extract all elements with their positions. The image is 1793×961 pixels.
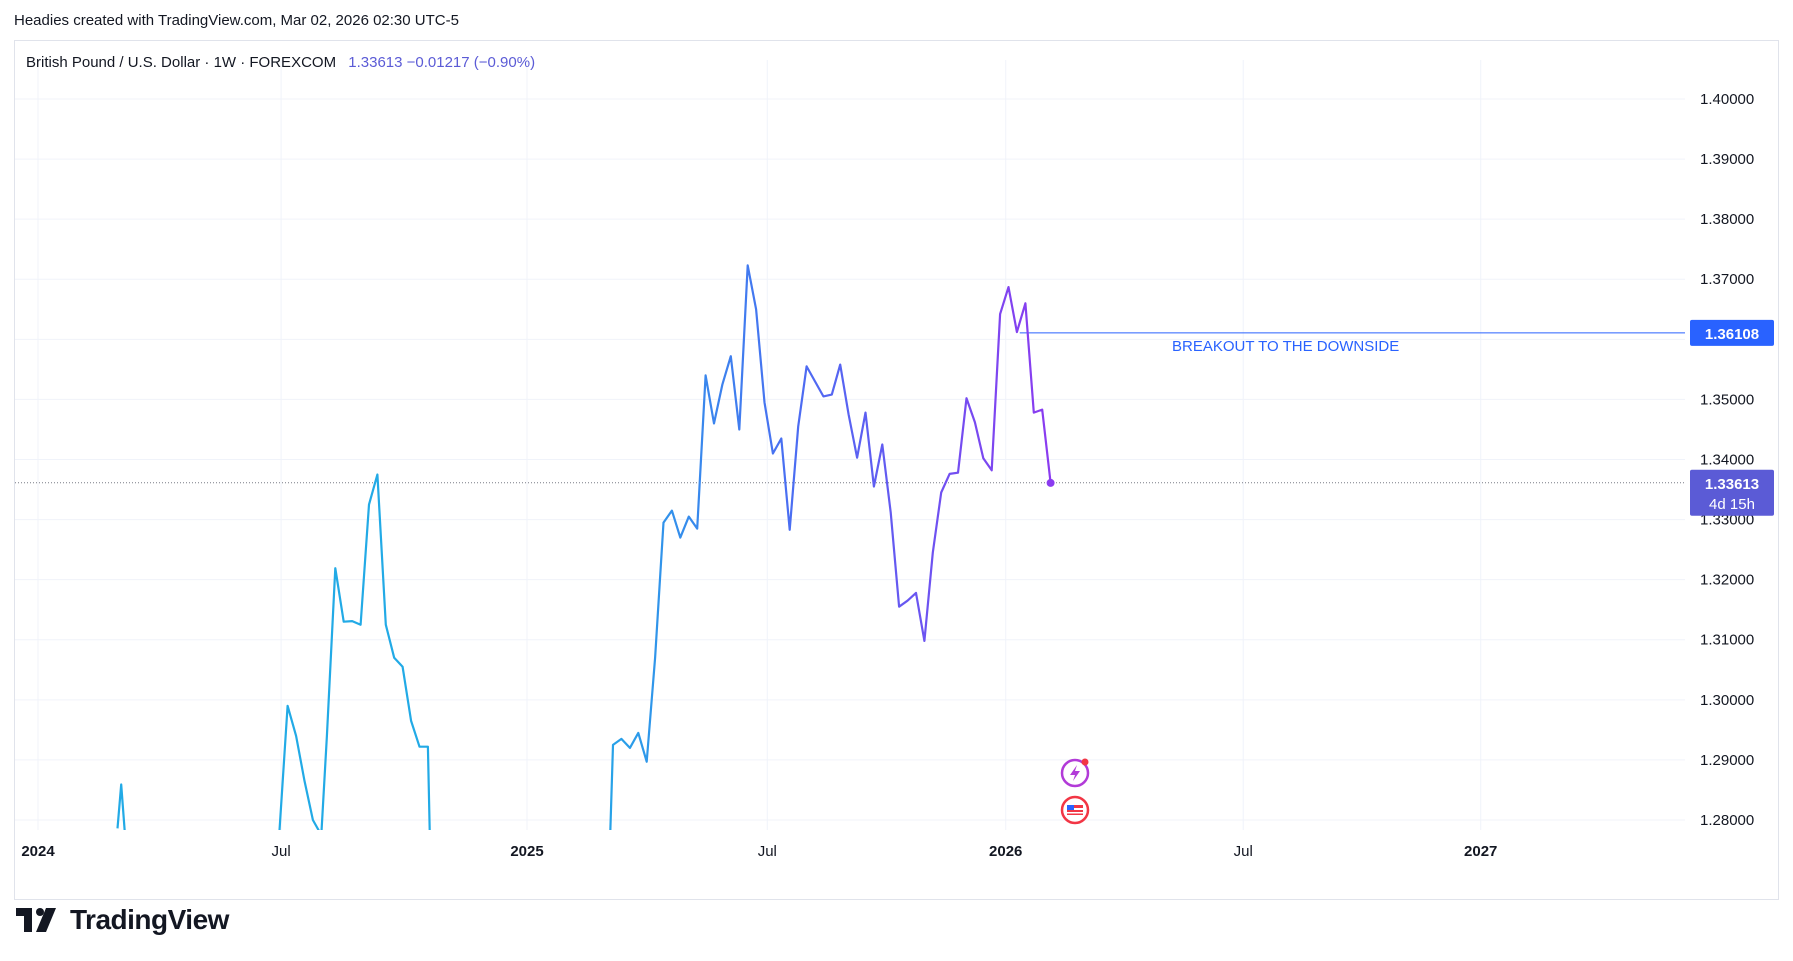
series-layer [116,264,1055,835]
breakout-annotation[interactable]: BREAKOUT TO THE DOWNSIDE [1172,338,1399,355]
x-tick-label: 2027 [1464,843,1497,860]
x-tick-label: Jul [758,843,777,860]
x-tick-label: Jul [272,843,291,860]
x-tick-label: 2025 [510,843,543,860]
level-price-tag [1690,319,1774,346]
tradingview-logo-icon [16,908,56,932]
y-tick-label: 1.28000 [1700,812,1754,829]
bar-countdown-text: 4d 15h [1709,496,1755,513]
grid [15,60,1685,830]
y-tick-label: 1.35000 [1700,391,1754,408]
level-price-tag-text: 1.36108 [1705,326,1759,343]
last-price-dot [1046,478,1055,487]
y-tick-label: 1.31000 [1700,632,1754,649]
y-tick-label: 1.38000 [1700,211,1754,228]
y-tick-label: 1.32000 [1700,572,1754,589]
chart-frame[interactable] [14,40,1779,900]
chart-legend[interactable]: British Pound / U.S. Dollar · 1W · FOREX… [26,54,535,71]
x-tick-label: 2024 [21,843,55,860]
y-tick-label: 1.29000 [1700,752,1754,769]
y-tick-label: 1.33000 [1700,512,1754,529]
y-tick-label: 1.34000 [1700,451,1754,468]
last-price-tag-text: 1.33613 [1705,476,1759,493]
price-tags: 1.36108 1.33613 4d 15h [1690,319,1774,516]
y-tick-label: 1.30000 [1700,692,1754,709]
price-chart[interactable]: BREAKOUT TO THE DOWNSIDE 1.40000 1.39000 1… [0,0,1793,900]
level-layer: BREAKOUT TO THE DOWNSIDE [1019,332,1685,355]
x-tick-label: 2026 [989,843,1022,860]
symbol-description[interactable]: British Pound / U.S. Dollar · 1W · FOREX… [26,54,337,71]
x-axis[interactable]: 2024 Jul 2025 Jul 2026 Jul 2027 [21,843,1497,860]
event-markers[interactable] [1060,758,1090,825]
x-tick-label: Jul [1234,843,1253,860]
y-axis[interactable]: 1.400001.390001.380001.370001.360001.350… [1700,91,1754,829]
attribution-text: Headies created with TradingView.com, Ma… [14,12,459,29]
tradingview-brand-text: TradingView [70,904,229,935]
y-tick-label: 1.39000 [1700,151,1754,168]
y-tick-label: 1.40000 [1700,91,1754,108]
tradingview-logo[interactable]: TradingView [16,900,229,940]
y-tick-label: 1.37000 [1700,271,1754,288]
price-series-line[interactable] [116,264,1052,835]
lightning-event-icon[interactable] [1060,758,1090,788]
us-flag-event-icon[interactable] [1060,795,1090,825]
price-change-values: 1.33613 −0.01217 (−0.90%) [348,54,536,71]
last-price-tag [1690,469,1774,516]
